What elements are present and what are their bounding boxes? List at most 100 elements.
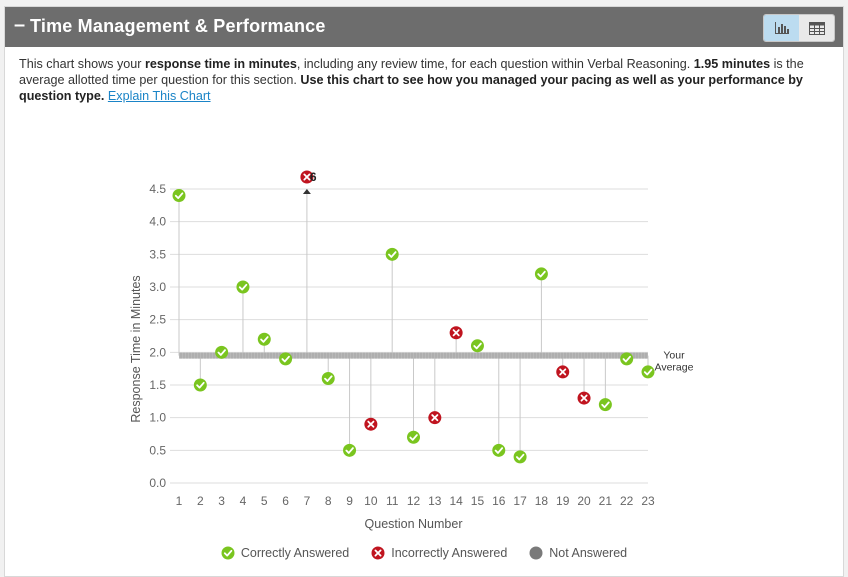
y-tick-label: 3.0 — [149, 280, 166, 294]
x-tick-label: 18 — [535, 494, 549, 508]
x-tick-label: 14 — [449, 494, 463, 508]
question-5-marker — [257, 332, 271, 346]
y-tick-label: 3.5 — [149, 247, 166, 261]
correct-point — [215, 345, 229, 359]
x-icon — [580, 394, 588, 402]
x-icon — [367, 420, 375, 428]
question-18-marker — [534, 267, 548, 281]
question-19-marker — [556, 365, 570, 379]
x-tick-label: 15 — [471, 494, 485, 508]
correct-point — [620, 352, 634, 366]
x-axis-title: Question Number — [365, 517, 463, 531]
x-icon — [431, 414, 439, 422]
y-tick-label: 0.5 — [149, 443, 166, 457]
y-axis-title: Response Time in Minutes — [129, 275, 143, 422]
x-tick-label: 23 — [641, 494, 655, 508]
section-header[interactable]: – Time Management & Performance — [5, 7, 843, 47]
check-icon — [281, 355, 290, 363]
legend-label: Not Answered — [549, 546, 628, 560]
check-icon — [622, 355, 631, 363]
x-tick-label: 1 — [176, 494, 183, 508]
x-tick-label: 3 — [218, 494, 225, 508]
explain-chart-link[interactable]: Explain This Chart — [107, 89, 211, 103]
correct-point — [321, 371, 335, 385]
x-icon — [452, 329, 460, 337]
check-icon — [238, 283, 248, 291]
question-12-marker — [407, 430, 420, 444]
x-tick-label: 6 — [282, 494, 289, 508]
correct-point — [385, 247, 399, 261]
question-9-marker — [343, 443, 357, 457]
average-label: Average — [655, 362, 694, 374]
check-icon — [196, 381, 205, 389]
legend-label: Incorrectly Answered — [391, 546, 508, 560]
check-icon — [537, 270, 546, 278]
question-23-marker — [641, 365, 655, 379]
correct-point — [492, 443, 506, 457]
question-22-marker — [620, 352, 634, 366]
x-tick-label: 16 — [492, 494, 506, 508]
x-tick-label: 2 — [197, 494, 204, 508]
correct-point — [598, 398, 612, 412]
x-tick-label: 5 — [261, 494, 268, 508]
check-icon — [388, 251, 397, 258]
x-tick-label: 17 — [513, 494, 527, 508]
collapse-icon[interactable]: – — [14, 14, 26, 36]
correct-point — [343, 443, 357, 457]
check-icon — [494, 447, 504, 454]
view-toggle-group — [763, 14, 835, 42]
check-icon — [324, 375, 333, 382]
gray-circle-icon — [529, 546, 543, 560]
grid-layer — [170, 188, 648, 484]
question-3-marker — [215, 345, 229, 359]
x-tick-label: 4 — [240, 494, 247, 508]
average-line — [179, 352, 648, 359]
table-icon — [808, 21, 825, 35]
question-20-marker — [577, 391, 591, 405]
y-tick-label: 0.0 — [149, 476, 166, 490]
average-label: Your — [663, 350, 685, 362]
x-tick-label: 22 — [620, 494, 634, 508]
table-view-button[interactable] — [799, 15, 834, 41]
check-icon — [601, 401, 610, 409]
check-circle-icon — [221, 546, 235, 560]
question-15-marker — [470, 339, 484, 353]
correct-point — [172, 189, 186, 203]
chart-view-button[interactable] — [764, 15, 799, 41]
legend-correct: Correctly Answered — [221, 546, 349, 560]
question-4-marker — [236, 280, 250, 294]
x-tick-label: 13 — [428, 494, 442, 508]
y-tick-label: 4.5 — [149, 182, 166, 196]
y-tick-label: 2.5 — [149, 313, 166, 327]
question-13-marker — [428, 411, 442, 425]
x-tick-label: 7 — [304, 494, 311, 508]
point-layer — [172, 170, 655, 464]
chart-legend: Correctly Answered Incorrectly Answered No… — [0, 546, 848, 560]
check-icon — [473, 342, 482, 350]
correct-point — [236, 280, 250, 294]
x-tick-label: 19 — [556, 494, 570, 508]
correct-point — [534, 267, 548, 281]
question-14-marker — [449, 326, 463, 340]
x-circle-icon — [371, 546, 385, 560]
question-7-marker — [300, 170, 314, 184]
overflow-arrow-icon — [302, 189, 311, 194]
question-6-marker — [279, 352, 293, 366]
question-16-marker — [492, 443, 506, 457]
x-tick-label: 12 — [407, 494, 421, 508]
correct-point — [257, 332, 271, 346]
section-title: Time Management & Performance — [30, 16, 326, 36]
correct-point — [470, 339, 484, 353]
overflow-value-label: 6 — [310, 170, 317, 184]
y-tick-label: 1.0 — [149, 411, 166, 425]
y-tick-label: 1.5 — [149, 378, 166, 392]
chart-description: This chart shows your response time in m… — [19, 57, 804, 103]
correct-point — [641, 365, 655, 379]
check-icon — [260, 336, 269, 343]
legend-incorrect: Incorrectly Answered — [371, 546, 507, 560]
question-1-marker — [172, 189, 186, 203]
x-tick-label: 21 — [599, 494, 613, 508]
correct-point — [193, 378, 207, 392]
legend-not_answered: Not Answered — [529, 546, 627, 560]
check-icon — [217, 349, 226, 356]
